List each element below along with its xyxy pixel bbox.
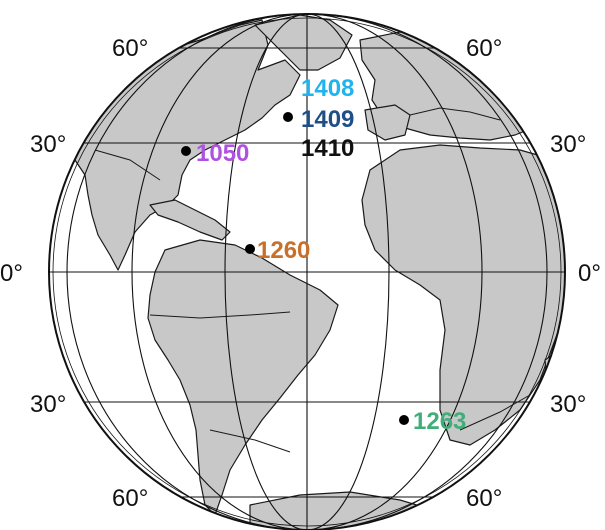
lat-label-60n-left: 60° [112,35,148,62]
site-label-1263: 1263 [413,408,466,435]
site-label-1260: 1260 [257,237,310,264]
south-america-landmass [147,239,339,516]
plate-boundary [209,429,291,453]
lat-label-30n-right: 30° [550,131,586,158]
site-label-1410: 1410 [301,135,354,162]
site-marker-1260 [245,244,255,254]
globe-outline [48,13,566,530]
lat-label-60n-right: 60° [466,35,502,62]
lat-label-60s-left: 60° [112,485,148,512]
plate-boundary [149,311,291,319]
africa-landmass [361,144,565,446]
plate-boundary [459,394,531,431]
plate-boundary [409,107,501,121]
site-marker-1050 [181,146,191,156]
site-marker-1263 [399,415,409,425]
lat-label-eq-right: 0° [578,260,601,287]
globe-outline-inner [52,17,562,527]
site-marker-1409 [283,112,293,122]
site-label-1050: 1050 [196,140,249,167]
site-label-1408: 1408 [301,75,354,102]
lat-label-30s-right: 30° [550,391,586,418]
lat-label-30n-left: 30° [30,131,66,158]
plate-boundary [94,149,161,181]
lat-label-eq-left: 0° [0,260,23,287]
site-label-1409: 1409 [301,106,354,133]
lat-label-30s-left: 30° [30,391,66,418]
lat-label-60s-right: 60° [466,485,502,512]
